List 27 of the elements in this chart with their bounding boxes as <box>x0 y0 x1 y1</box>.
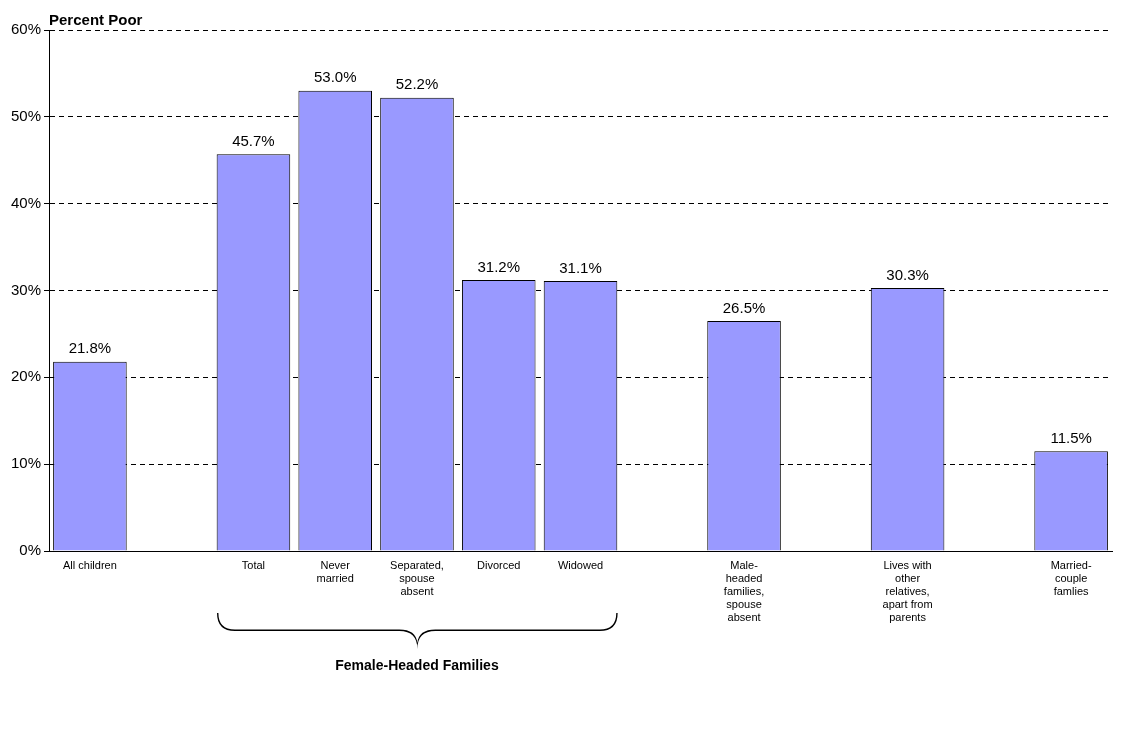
x-tick-label: Male-headed families, spouse absent <box>723 558 765 624</box>
data-label: 53.0% <box>313 68 357 86</box>
x-tick-label: Lives with other relatives, apart from parents <box>882 558 933 624</box>
y-tick-label: 20% <box>10 367 42 385</box>
y-tick-label: 30% <box>10 280 42 298</box>
x-tick-label: Never married <box>316 558 354 584</box>
y-tick-label: 10% <box>10 454 42 472</box>
y-tick-label: 0% <box>19 541 42 559</box>
x-tick-label: Separated, spouse absent <box>390 558 444 598</box>
data-label: 21.8% <box>68 339 112 357</box>
x-tick-label: Divorced <box>477 558 521 571</box>
data-label: 52.2% <box>395 75 439 93</box>
y-tick-label: 50% <box>10 106 42 124</box>
x-tick-label: Widowed <box>557 558 604 571</box>
data-label: 11.5% <box>1050 428 1092 446</box>
y-axis-title: Percent Poor <box>49 10 143 28</box>
data-label: 31.1% <box>559 258 602 276</box>
text: Female-Headed Families <box>334 657 500 673</box>
x-tick-label: All children <box>63 558 117 571</box>
data-label: 30.3% <box>886 265 929 283</box>
x-tick-label: Total <box>241 558 266 571</box>
y-tick-label: 60% <box>10 20 42 38</box>
data-label: 31.2% <box>477 257 521 275</box>
y-tick-label: 40% <box>10 193 42 211</box>
x-tick-label: Married-couple famlies <box>1050 558 1092 598</box>
data-label: 45.7% <box>232 131 275 149</box>
data-label: 26.5% <box>722 298 766 316</box>
